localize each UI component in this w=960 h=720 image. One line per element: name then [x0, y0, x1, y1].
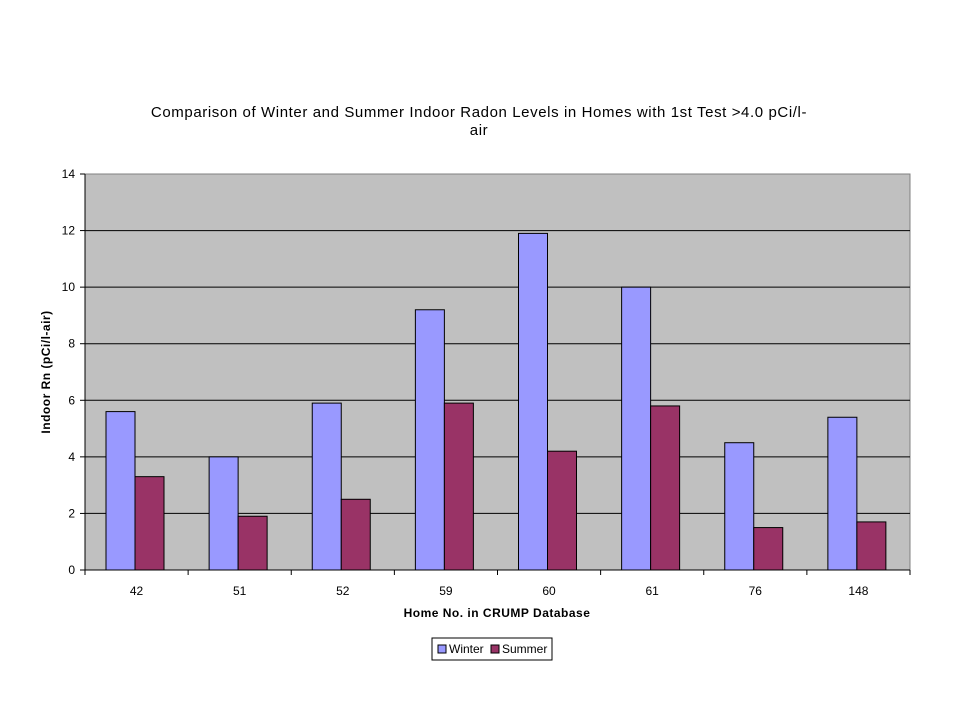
x-tick-label-60: 60 [542, 584, 556, 598]
bar-summer-59 [443, 402, 474, 571]
bars [105, 232, 887, 571]
bar-summer-148 [856, 521, 887, 571]
bar-summer-61 [650, 405, 681, 571]
y-tick-labels: 0 2 4 6 8 10 12 14 [62, 167, 85, 577]
bar-winter-60 [518, 232, 548, 571]
x-axis-title: Home No. in CRUMP Database [404, 606, 591, 620]
y-tick-label-8: 8 [68, 337, 75, 351]
bar-summer-60 [547, 450, 577, 571]
y-tick-label-10: 10 [62, 280, 76, 294]
y-tick-label-4: 4 [68, 450, 75, 464]
bar-summer-52 [340, 498, 371, 571]
x-tick-label-76: 76 [749, 584, 763, 598]
bar-summer-51 [237, 515, 268, 571]
legend-swatch-winter [437, 644, 447, 654]
chart-title-line-2: air [470, 122, 488, 139]
x-tick-label-61: 61 [646, 584, 660, 598]
legend-swatch-summer [490, 644, 500, 654]
x-tick-labels: 42 51 52 59 60 61 76 148 [84, 570, 911, 598]
y-tick-label-6: 6 [68, 393, 75, 407]
x-tick-label-59: 59 [439, 584, 453, 598]
y-tick-label-14: 14 [62, 167, 76, 181]
legend: Winter Summer [431, 637, 553, 661]
y-tick-label-2: 2 [68, 506, 75, 520]
y-axis-title: Indoor Rn (pCi/l-air) [39, 310, 53, 433]
x-tick-label-51: 51 [233, 584, 247, 598]
bar-summer-76 [753, 527, 784, 571]
y-tick-label-12: 12 [62, 224, 76, 238]
x-tick-label-42: 42 [130, 584, 144, 598]
bar-winter-61 [621, 286, 652, 571]
bar-winter-51 [208, 456, 239, 571]
bar-winter-42 [105, 411, 136, 571]
x-tick-label-148: 148 [848, 584, 868, 598]
x-tick-label-52: 52 [336, 584, 350, 598]
bar-summer-42 [134, 476, 165, 571]
bar-winter-52 [311, 402, 342, 571]
bar-winter-76 [724, 442, 755, 571]
chart-title-line-1: Comparison of Winter and Summer Indoor R… [151, 104, 807, 121]
bar-winter-148 [827, 416, 858, 571]
legend-label-summer: Summer [502, 642, 547, 656]
legend-label-winter: Winter [449, 642, 484, 656]
y-tick-label-0: 0 [68, 563, 75, 577]
bar-winter-59 [414, 309, 445, 571]
